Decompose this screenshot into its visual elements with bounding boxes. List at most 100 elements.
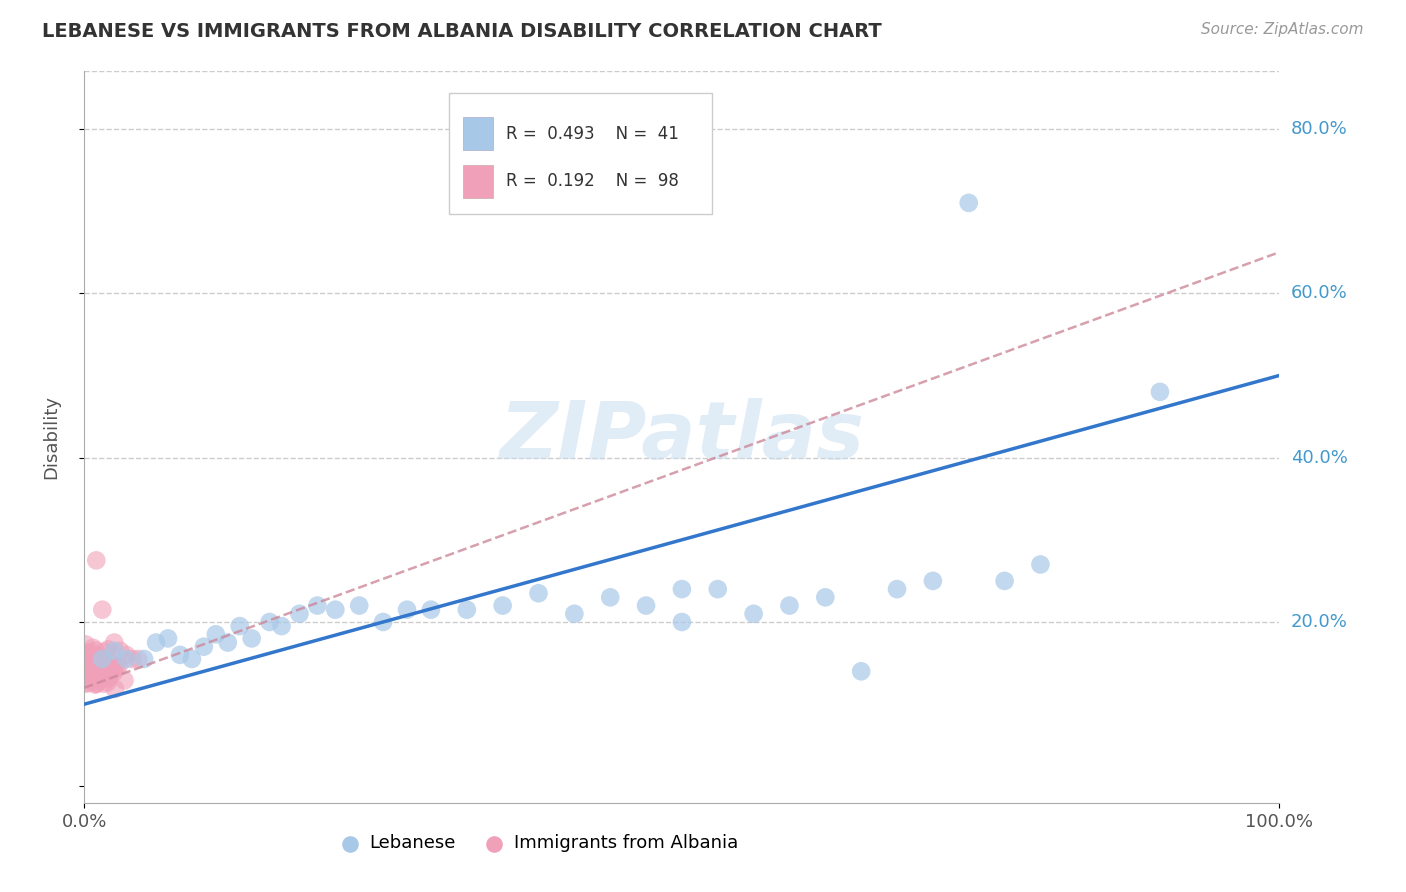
Point	[93, 645, 115, 659]
Point	[79, 665, 101, 679]
Point	[83, 653, 105, 667]
Point	[86, 649, 108, 664]
Point	[76, 659, 98, 673]
Point	[82, 671, 104, 685]
Point	[76, 652, 98, 666]
Point	[76, 650, 98, 665]
Point	[814, 591, 837, 605]
Point	[193, 640, 215, 654]
Bar	[463, 117, 494, 150]
Point	[259, 615, 281, 629]
Point	[157, 632, 180, 646]
Point	[84, 658, 107, 673]
Point	[103, 644, 125, 658]
Point	[75, 658, 97, 673]
Point	[75, 658, 97, 673]
Point	[84, 673, 107, 687]
Point	[127, 652, 149, 666]
Point	[307, 599, 329, 613]
Point	[90, 654, 112, 668]
Point	[886, 582, 908, 596]
Point	[79, 662, 101, 676]
Point	[103, 660, 125, 674]
Point	[83, 649, 105, 664]
Point	[742, 607, 765, 621]
Point	[671, 582, 693, 596]
Point	[373, 615, 395, 629]
Text: 80.0%: 80.0%	[1291, 120, 1347, 138]
Point	[75, 637, 97, 651]
Point	[76, 666, 98, 681]
Point	[270, 619, 292, 633]
Point	[82, 660, 104, 674]
Point	[75, 659, 97, 673]
Point	[76, 665, 98, 679]
Point	[599, 591, 621, 605]
Point	[75, 668, 97, 682]
Point	[86, 676, 108, 690]
Point	[132, 652, 156, 666]
Point	[83, 657, 105, 672]
FancyBboxPatch shape	[449, 94, 711, 214]
Point	[77, 647, 100, 661]
Point	[79, 660, 101, 674]
Point	[75, 646, 97, 660]
Point	[75, 653, 97, 667]
Point	[240, 632, 263, 646]
Point	[75, 673, 97, 687]
Point	[114, 673, 136, 688]
Point	[93, 658, 115, 673]
Point	[87, 657, 110, 671]
Point	[288, 607, 311, 621]
Point	[636, 599, 658, 613]
Point	[91, 652, 114, 666]
Point	[994, 574, 1017, 588]
Point	[86, 676, 108, 690]
Point	[77, 665, 100, 680]
Point	[79, 662, 101, 676]
Point	[325, 602, 347, 616]
Y-axis label: Disability: Disability	[42, 395, 60, 479]
Point	[76, 655, 98, 669]
Point	[77, 651, 100, 665]
Point	[79, 650, 101, 665]
Point	[82, 669, 104, 683]
Point	[456, 602, 478, 616]
Point	[349, 599, 371, 613]
Point	[80, 663, 103, 677]
Point	[97, 642, 120, 657]
Point	[84, 643, 107, 657]
Text: ZIPatlas: ZIPatlas	[499, 398, 865, 476]
Point	[181, 652, 204, 666]
Point	[82, 669, 104, 683]
Text: 40.0%: 40.0%	[1291, 449, 1347, 467]
Point	[80, 664, 103, 678]
Point	[75, 676, 97, 690]
Point	[76, 660, 98, 674]
Point	[75, 658, 97, 673]
Point	[83, 668, 105, 682]
Point	[75, 655, 97, 669]
Point	[1029, 558, 1052, 572]
Point	[77, 666, 100, 681]
Point	[91, 652, 114, 666]
Point	[420, 602, 443, 616]
Point	[671, 615, 693, 629]
Point	[98, 671, 121, 685]
Point	[91, 602, 114, 616]
Point	[82, 674, 104, 689]
Point	[527, 586, 550, 600]
Point	[110, 644, 132, 658]
Point	[1149, 384, 1171, 399]
Point	[76, 671, 98, 685]
Point	[76, 675, 98, 690]
Point	[97, 652, 120, 666]
Point	[75, 664, 97, 678]
Point	[77, 661, 100, 675]
Point	[75, 664, 97, 678]
Point	[75, 667, 97, 681]
Point	[80, 670, 103, 684]
Point	[107, 658, 129, 673]
Point	[101, 662, 124, 676]
Point	[87, 673, 110, 687]
